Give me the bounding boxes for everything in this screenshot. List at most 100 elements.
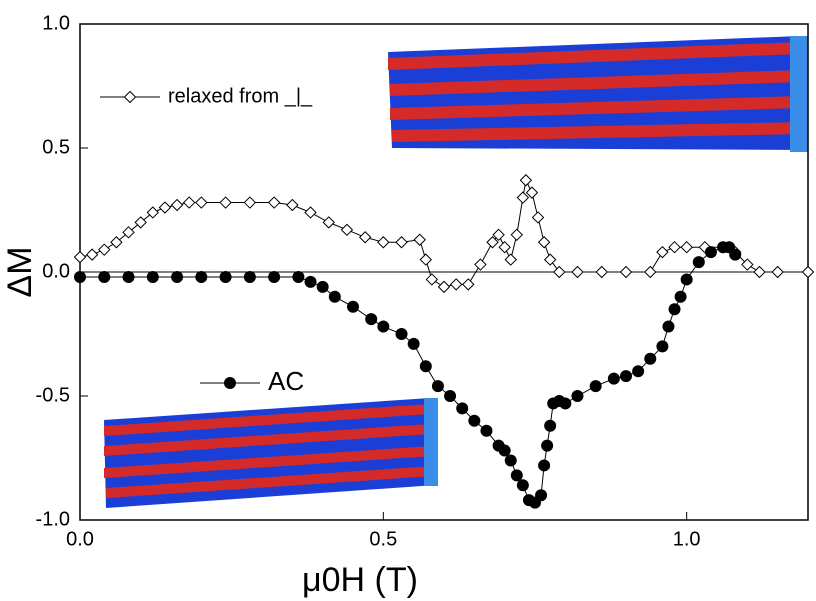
marker	[243, 270, 256, 283]
marker	[571, 265, 584, 279]
y-tick-label: 1.0	[42, 12, 70, 34]
legend-label: AC	[268, 366, 304, 396]
marker	[492, 228, 505, 242]
marker	[425, 273, 439, 286]
y-axis-title: ΔM	[1, 246, 39, 297]
marker	[74, 270, 86, 283]
y-tick-label: 0.0	[42, 260, 70, 282]
marker	[395, 236, 408, 249]
marker	[516, 479, 529, 492]
marker	[480, 424, 493, 437]
marker	[504, 253, 517, 266]
marker	[413, 233, 426, 246]
marker	[243, 196, 257, 209]
marker	[304, 206, 317, 219]
marker	[347, 300, 359, 313]
x-tick-label: 0.5	[369, 528, 397, 550]
marker	[741, 258, 754, 271]
marker	[692, 256, 705, 269]
marker	[538, 459, 551, 472]
marker	[158, 201, 172, 214]
marker	[365, 313, 378, 326]
marker	[620, 370, 632, 383]
series-line	[79, 178, 808, 288]
marker	[656, 245, 669, 259]
marker	[195, 270, 208, 283]
y-tick-label: -0.5	[36, 384, 70, 406]
marker	[146, 270, 159, 283]
legend-label: relaxed from _|_	[168, 85, 313, 107]
marker	[656, 340, 669, 353]
marker	[486, 236, 499, 249]
marker	[704, 246, 717, 259]
marker	[358, 231, 372, 244]
marker	[468, 414, 481, 427]
marker	[170, 198, 184, 212]
marker	[456, 402, 469, 415]
marker	[292, 270, 305, 283]
marker	[437, 280, 451, 294]
marker	[589, 380, 602, 393]
marker	[304, 275, 317, 288]
marker	[146, 206, 160, 219]
marker	[644, 265, 657, 279]
marker	[98, 270, 111, 283]
marker	[668, 303, 681, 316]
marker	[753, 265, 766, 279]
nanotube-image-bottom	[104, 398, 438, 508]
marker	[543, 253, 557, 266]
marker	[73, 250, 87, 264]
marker	[619, 265, 633, 279]
x-axis-title: μ0H (T)	[302, 561, 418, 599]
marker	[571, 390, 584, 402]
marker	[595, 265, 608, 279]
nanotube-image-top	[388, 36, 808, 152]
marker	[316, 280, 329, 293]
marker	[632, 365, 645, 378]
marker	[559, 397, 572, 410]
marker	[219, 196, 232, 209]
marker	[553, 265, 566, 279]
x-tick-label: 1.0	[673, 528, 701, 550]
marker	[498, 444, 511, 457]
marker	[195, 196, 208, 209]
marker	[474, 258, 487, 271]
legend-marker	[123, 90, 137, 104]
marker	[85, 248, 99, 261]
marker	[377, 236, 390, 249]
marker	[510, 228, 524, 242]
marker	[122, 226, 135, 239]
marker	[431, 380, 444, 393]
marker	[680, 273, 693, 286]
marker	[322, 216, 335, 229]
marker	[182, 196, 196, 209]
marker	[535, 489, 548, 502]
marker	[419, 253, 433, 266]
marker	[267, 196, 281, 209]
marker	[680, 240, 693, 254]
marker	[771, 265, 784, 279]
x-tick-label: 0.0	[66, 528, 94, 550]
marker	[171, 270, 184, 283]
marker	[286, 198, 299, 212]
marker	[674, 290, 687, 303]
marker	[668, 240, 681, 254]
marker	[444, 390, 457, 402]
marker	[519, 174, 533, 187]
marker	[268, 270, 281, 283]
marker	[607, 372, 620, 385]
marker	[110, 236, 123, 249]
marker	[541, 439, 554, 452]
marker	[537, 236, 551, 249]
marker	[729, 248, 742, 261]
marker	[407, 337, 420, 350]
marker	[219, 270, 232, 283]
marker	[525, 186, 539, 199]
y-tick-label: 0.5	[42, 136, 70, 158]
marker	[122, 270, 135, 283]
marker	[98, 243, 111, 256]
marker	[544, 419, 557, 432]
marker	[516, 191, 530, 204]
marker	[498, 240, 511, 254]
marker	[801, 265, 815, 279]
